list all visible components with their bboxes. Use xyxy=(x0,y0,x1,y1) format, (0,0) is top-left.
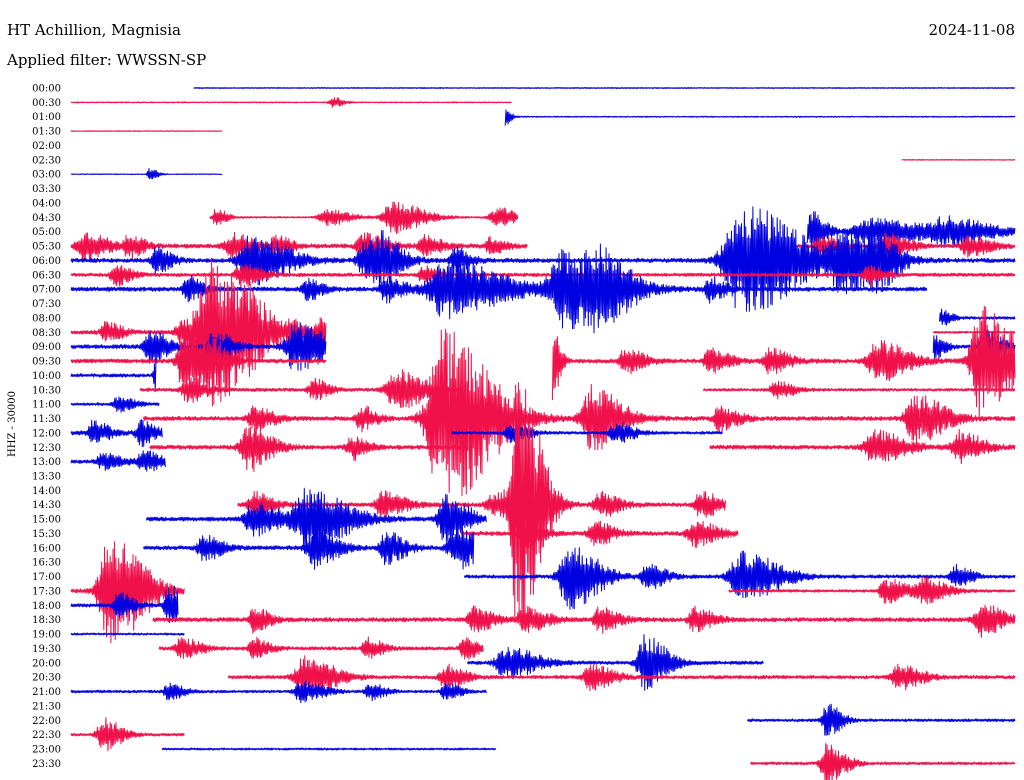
trace-15-30 xyxy=(460,520,739,548)
seismogram-traces xyxy=(70,86,1016,780)
time-tick-label: 07:00 xyxy=(32,285,61,296)
time-tick-label: 21:30 xyxy=(32,701,61,712)
trace-19-00 xyxy=(70,632,185,636)
trace-11-00 xyxy=(70,396,160,413)
time-tick-labels: 00:00 00:30 01:00 01:30 02:00 02:30 03:00 03:30… xyxy=(32,84,61,770)
trace-20-30 xyxy=(227,655,1016,698)
time-tick-label: 20:30 xyxy=(32,673,61,684)
trace-09-00 xyxy=(70,322,327,371)
time-tick-label: 23:30 xyxy=(32,759,61,770)
trace-18-00 xyxy=(70,585,179,624)
y-axis-label: HHZ - 30000 xyxy=(7,391,18,457)
time-tick-label: 16:30 xyxy=(32,558,61,569)
trace-05-00 xyxy=(806,211,1016,251)
trace-10-00 xyxy=(70,359,157,392)
trace-13-00 xyxy=(70,450,166,472)
trace-05-30 xyxy=(70,231,528,262)
trace-06-00 xyxy=(70,206,1016,312)
trace-08-30 xyxy=(70,258,327,407)
time-tick-label: 13:30 xyxy=(32,471,61,482)
time-tick-label: 22:00 xyxy=(32,716,61,727)
time-tick-label: 11:30 xyxy=(32,414,61,425)
trace-18-30 xyxy=(152,604,1016,638)
trace-01-00 xyxy=(504,109,1016,126)
time-tick-label: 04:30 xyxy=(32,213,61,224)
time-tick-label: 09:00 xyxy=(32,342,61,353)
time-tick-label: 08:00 xyxy=(32,313,61,324)
time-tick-label: 16:00 xyxy=(32,543,61,554)
time-tick-label: 12:30 xyxy=(32,443,61,454)
time-tick-label: 01:30 xyxy=(32,127,61,138)
time-tick-label: 13:00 xyxy=(32,457,61,468)
time-tick-label: 17:00 xyxy=(32,572,61,583)
time-tick-label: 04:00 xyxy=(32,198,61,209)
time-tick-label: 05:00 xyxy=(32,227,61,238)
trace-22-00 xyxy=(747,703,1016,736)
time-tick-label: 17:30 xyxy=(32,586,61,597)
time-tick-label: 14:30 xyxy=(32,500,61,511)
time-tick-label: 22:30 xyxy=(32,730,61,741)
time-tick-label: 18:00 xyxy=(32,601,61,612)
time-tick-label: 18:30 xyxy=(32,615,61,626)
time-tick-label: 20:00 xyxy=(32,658,61,669)
time-tick-label: 00:30 xyxy=(32,98,61,109)
trace-09-30 xyxy=(70,330,327,393)
time-tick-label: 14:00 xyxy=(32,486,61,497)
trace-19-30 xyxy=(158,636,484,660)
trace-04-30 xyxy=(209,201,519,234)
plot-date: 2024-11-08 xyxy=(929,21,1015,39)
trace-16-00 xyxy=(142,526,475,570)
time-tick-label: 07:30 xyxy=(32,299,61,310)
trace-00-30 xyxy=(70,97,512,108)
trace-06-30 xyxy=(70,263,1016,289)
time-tick-label: 15:30 xyxy=(32,529,61,540)
trace-17-30b xyxy=(728,576,1016,605)
trace-03-00 xyxy=(70,168,223,180)
time-tick-label: 05:30 xyxy=(32,242,61,253)
time-tick-label: 03:00 xyxy=(32,170,61,181)
trace-09-30b xyxy=(551,305,1016,417)
trace-01-30 xyxy=(70,130,223,132)
station-title: HT Achillion, Magnisia xyxy=(7,21,181,39)
trace-02-30 xyxy=(901,158,1016,161)
time-tick-label: 00:00 xyxy=(32,84,61,95)
trace-17-00 xyxy=(463,547,1016,610)
trace-08-00 xyxy=(939,308,1016,326)
trace-11-30 xyxy=(142,328,1016,496)
time-tick-label: 09:30 xyxy=(32,357,61,368)
time-tick-label: 06:00 xyxy=(32,256,61,267)
time-tick-label: 02:00 xyxy=(32,141,61,152)
time-tick-label: 15:00 xyxy=(32,515,61,526)
trace-05-30b xyxy=(797,232,1016,260)
trace-12-00b xyxy=(451,422,723,444)
trace-10-30b xyxy=(703,380,1016,400)
filter-label: Applied filter: WWSSN-SP xyxy=(6,51,206,69)
time-tick-label: 01:00 xyxy=(32,112,61,123)
time-tick-label: 10:00 xyxy=(32,371,61,382)
time-tick-label: 08:30 xyxy=(32,328,61,339)
time-tick-label: 12:00 xyxy=(32,428,61,439)
trace-12-30 xyxy=(149,423,468,472)
trace-10-30 xyxy=(139,369,462,409)
time-tick-label: 03:30 xyxy=(32,184,61,195)
time-tick-label: 19:00 xyxy=(32,630,61,641)
time-tick-label: 06:30 xyxy=(32,270,61,281)
time-tick-label: 19:30 xyxy=(32,644,61,655)
trace-12-00 xyxy=(70,419,163,448)
trace-20-00 xyxy=(467,634,764,691)
time-tick-label: 21:00 xyxy=(32,687,61,698)
time-tick-label: 23:00 xyxy=(32,745,61,756)
time-tick-label: 11:00 xyxy=(32,400,61,411)
trace-23-00 xyxy=(161,747,497,751)
trace-12-30b xyxy=(709,429,1016,465)
time-tick-label: 02:30 xyxy=(32,155,61,166)
trace-00-00 xyxy=(193,86,1016,90)
trace-17-30 xyxy=(70,541,185,644)
trace-21-00 xyxy=(70,680,487,704)
time-tick-label: 10:30 xyxy=(32,385,61,396)
trace-23-30 xyxy=(750,743,1016,780)
trace-22-30 xyxy=(70,717,185,752)
